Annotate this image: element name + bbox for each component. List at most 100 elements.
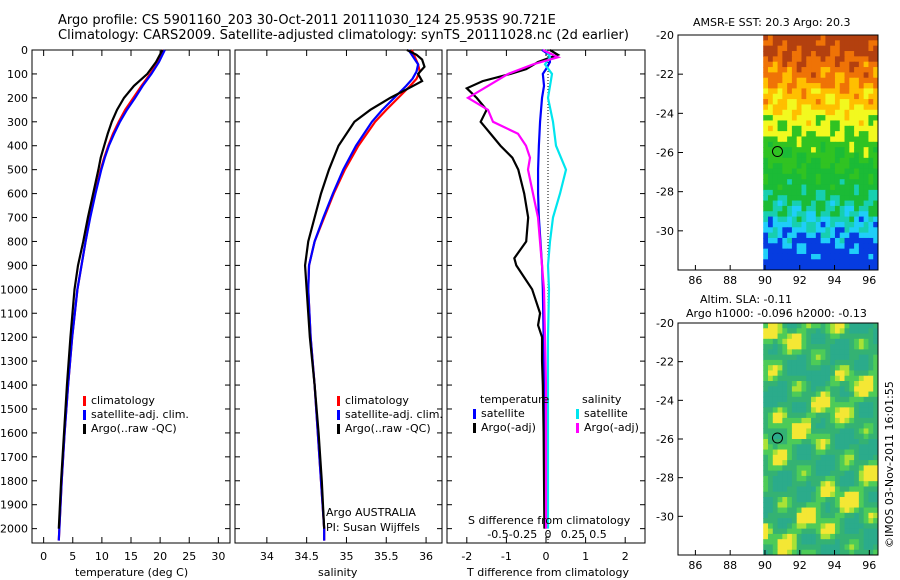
map-cell: [839, 109, 846, 116]
map-cell: [777, 386, 783, 393]
map-cell: [858, 512, 865, 519]
map-cell: [815, 157, 822, 164]
map-cell: [806, 40, 812, 47]
map-cell: [830, 365, 836, 371]
map-cell: [839, 417, 846, 424]
map-cell: [834, 428, 841, 435]
map-cell: [791, 168, 798, 175]
map-cell: [768, 61, 774, 68]
map-cell: [863, 523, 869, 530]
map-cell: [815, 179, 822, 186]
map-cell: [811, 168, 817, 175]
legend-entry: satellite-adj. clim.: [345, 408, 443, 421]
map-cell: [858, 359, 865, 366]
map-cell: [825, 491, 831, 498]
map-cell: [868, 115, 874, 121]
map-cell: [844, 449, 850, 456]
map-cell: [782, 157, 788, 164]
map-cell: [825, 237, 831, 244]
map-cell: [815, 173, 822, 180]
map-cell: [839, 259, 846, 266]
map-cell: [791, 173, 798, 180]
map-cell: [834, 507, 841, 514]
map-cell: [844, 518, 850, 524]
map-cell: [763, 454, 769, 461]
map-cell: [858, 200, 865, 207]
map-cell: [858, 157, 865, 164]
map-cell: [868, 475, 874, 482]
map-cell: [811, 88, 817, 95]
map-cell: [796, 131, 802, 137]
map-cell: [858, 528, 865, 535]
depth-tick-label: 800: [7, 235, 28, 248]
map-cell: [768, 497, 774, 503]
map-cell: [868, 45, 874, 52]
map-cell: [782, 449, 788, 456]
map-cell: [815, 412, 822, 419]
map-cell: [849, 412, 855, 419]
map-cell: [772, 120, 779, 127]
map-cell: [801, 539, 807, 545]
map-cell: [854, 211, 860, 218]
map-cell: [834, 227, 841, 234]
map-cell: [844, 248, 850, 255]
map-cell: [854, 449, 860, 456]
map-cell: [811, 412, 817, 419]
map-cell: [806, 72, 812, 79]
map-cell: [849, 344, 855, 350]
x-tick-label: -1: [501, 550, 512, 563]
map-cell: [801, 507, 807, 514]
map-cell: [811, 141, 817, 148]
map-cell: [820, 83, 826, 89]
map-cell: [873, 141, 879, 148]
map-cell: [873, 232, 879, 239]
map-cell: [796, 168, 802, 175]
map-cell: [873, 248, 879, 255]
map-cell: [820, 56, 826, 63]
map-cell: [815, 232, 822, 239]
map-cell: [782, 35, 788, 41]
map-cell: [787, 549, 793, 556]
depth-tick-label: 1100: [0, 307, 28, 320]
map-cell: [815, 481, 822, 487]
map-cell: [815, 243, 822, 250]
depth-tick-label: 2000: [0, 523, 28, 536]
map-cell: [834, 253, 841, 260]
map-cell: [820, 243, 826, 250]
map-cell: [873, 104, 879, 111]
map-cell: [811, 179, 817, 186]
legend-swatch: [473, 423, 476, 433]
map-cell: [830, 211, 836, 218]
map-cell: [763, 439, 769, 445]
map-cell: [815, 248, 822, 255]
map-cell: [863, 439, 869, 445]
map-cell: [777, 533, 783, 540]
map-cell: [791, 221, 798, 228]
map-cell: [820, 423, 826, 429]
map-cell: [854, 344, 860, 350]
map-cell: [763, 163, 769, 170]
map-cell: [854, 539, 860, 545]
map-cell: [815, 195, 822, 202]
map-cell: [777, 99, 783, 105]
map-cell: [782, 88, 788, 95]
map-cell: [849, 211, 855, 218]
map-cell: [830, 433, 836, 440]
map-cell: [844, 88, 850, 95]
map-cell: [801, 386, 807, 393]
map-cell: [844, 253, 850, 260]
map-cell: [763, 152, 769, 159]
map-cell: [820, 544, 826, 551]
map-cell: [844, 354, 850, 361]
map-cell: [825, 507, 831, 514]
map-cell: [806, 109, 812, 116]
map-cell: [868, 454, 874, 461]
map-cell: [791, 323, 798, 329]
map-cell: [763, 88, 769, 95]
map-cell: [825, 402, 831, 408]
map-cell: [844, 507, 850, 514]
map-cell: [796, 533, 802, 540]
x-tick-label: 25: [182, 550, 196, 563]
map-cell: [849, 549, 855, 556]
map-cell: [796, 152, 802, 159]
